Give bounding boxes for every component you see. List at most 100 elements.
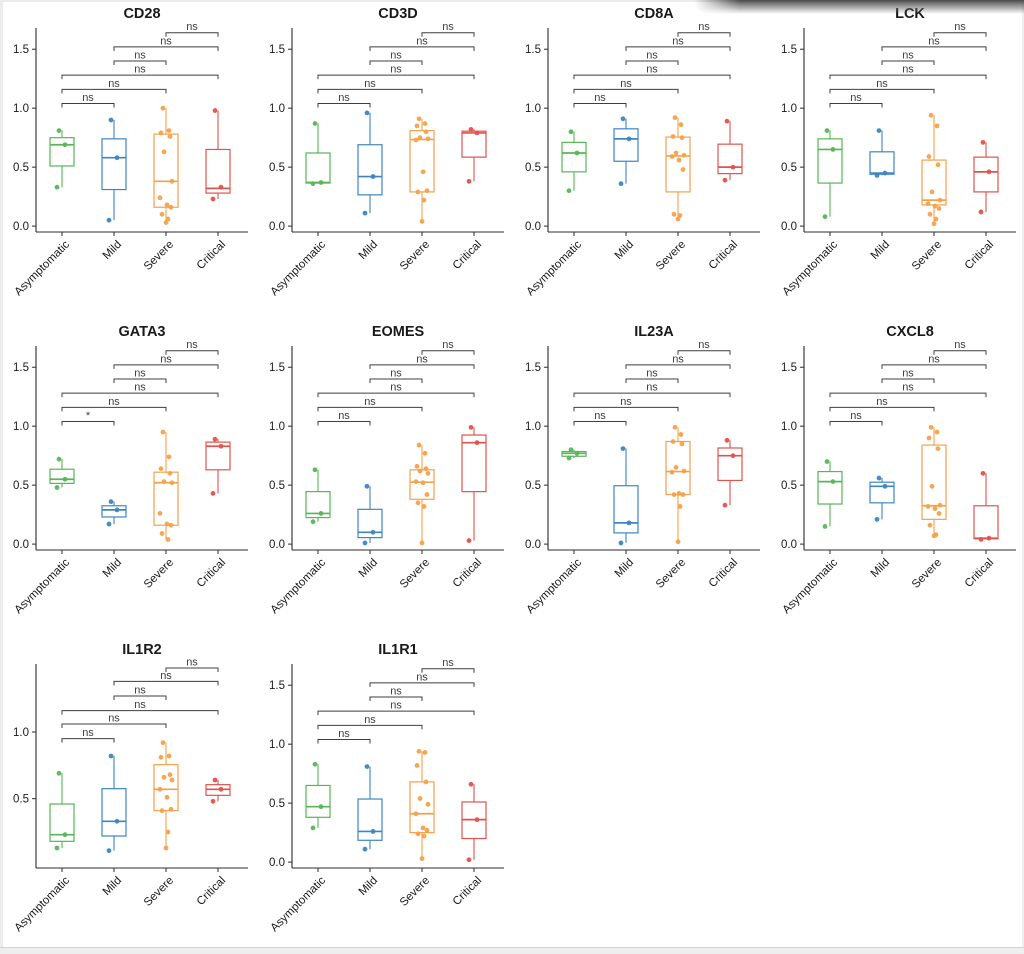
- x-group-label: Mild: [869, 239, 892, 262]
- data-point: [466, 538, 472, 543]
- y-tick-label: 1.0: [269, 103, 285, 115]
- data-point: [980, 139, 986, 145]
- data-point: [165, 216, 171, 222]
- y-tick-label: 0.0: [781, 539, 797, 551]
- significance-bracket: [829, 74, 987, 80]
- data-point: [474, 817, 480, 823]
- y-tick-label: 1.0: [269, 739, 285, 751]
- y-tick-label: 1.5: [269, 362, 285, 374]
- data-point: [416, 116, 422, 122]
- panel-title: CD28: [123, 6, 160, 22]
- data-point: [54, 485, 60, 490]
- data-point: [114, 155, 120, 161]
- data-point: [926, 154, 932, 159]
- significance-bracket: [113, 680, 219, 686]
- y-tick-label: 1.0: [781, 421, 797, 433]
- data-point: [413, 479, 419, 485]
- data-point: [168, 204, 174, 210]
- data-point: [935, 162, 941, 168]
- data-point: [210, 196, 216, 202]
- significance-bracket: [317, 392, 475, 398]
- data-point: [364, 110, 370, 116]
- data-point: [106, 848, 112, 854]
- significance-label: ns: [390, 64, 402, 76]
- data-point: [62, 142, 68, 148]
- data-point: [423, 466, 429, 472]
- data-point: [822, 524, 828, 529]
- significance-bracket: [573, 392, 731, 398]
- data-point: [56, 128, 62, 133]
- box-Severe: [153, 764, 179, 812]
- box-Mild: [357, 508, 383, 539]
- data-point: [421, 197, 427, 203]
- data-point: [164, 202, 170, 208]
- x-group-label: Severe: [910, 239, 944, 273]
- x-group-label: Critical: [195, 557, 228, 590]
- data-point: [672, 424, 678, 430]
- panel-chart-IL1R1: IL1R1 0.0 0.5 1.0 1.5 Asymptomatic Mild Severe C…: [269, 642, 504, 934]
- x-group-label: Asymptomatic: [13, 556, 73, 616]
- data-point: [166, 128, 172, 133]
- significance-bracket: [625, 378, 679, 384]
- box-Critical: [461, 434, 487, 493]
- significance-bracket: [61, 406, 167, 412]
- significance-label: ns: [954, 21, 966, 33]
- data-point: [158, 130, 164, 136]
- data-point: [670, 134, 676, 139]
- significance-label: ns: [902, 368, 914, 380]
- significance-label: ns: [442, 657, 454, 669]
- significance-bracket: [933, 350, 987, 355]
- data-point: [417, 468, 423, 474]
- data-point: [414, 123, 420, 129]
- data-point: [56, 770, 62, 776]
- significance-label: ns: [620, 396, 632, 408]
- right-edge-strip: [1022, 0, 1024, 954]
- data-point: [424, 492, 430, 497]
- data-point: [159, 808, 165, 814]
- significance-label: ns: [364, 396, 376, 408]
- data-point: [159, 211, 165, 217]
- panel-CXCL8: CXCL8 0.0 0.5 1.0 1.5 Asymptomatic Mild Severe C…: [768, 318, 1024, 636]
- data-point: [114, 818, 120, 824]
- data-point: [370, 529, 376, 535]
- significance-bracket: [317, 724, 423, 730]
- data-point: [822, 214, 828, 220]
- data-point: [933, 216, 939, 222]
- data-point: [212, 777, 218, 783]
- significance-bracket: [369, 46, 475, 51]
- data-point: [424, 827, 430, 833]
- data-point: [54, 184, 60, 190]
- significance-bracket: [421, 350, 475, 355]
- data-point: [925, 201, 931, 207]
- data-point: [474, 440, 480, 446]
- data-point: [416, 748, 422, 754]
- data-point: [874, 516, 880, 522]
- significance-label: ns: [850, 410, 862, 422]
- data-point: [158, 754, 164, 760]
- significance-bracket: [317, 74, 475, 80]
- significance-bracket: [317, 738, 371, 744]
- significance-bracket: [113, 364, 219, 369]
- significance-label: ns: [646, 368, 658, 380]
- data-point: [882, 170, 888, 176]
- y-tick-label: 0.5: [269, 480, 285, 492]
- data-point: [157, 195, 163, 201]
- significance-bracket: [881, 46, 987, 51]
- data-point: [164, 794, 170, 800]
- data-point: [108, 499, 114, 505]
- data-point: [362, 846, 368, 852]
- data-point: [422, 750, 428, 755]
- data-point: [681, 152, 687, 158]
- significance-bracket: [625, 46, 731, 51]
- x-group-label: Severe: [398, 875, 432, 909]
- significance-label: ns: [186, 339, 198, 351]
- significance-bracket: [113, 60, 167, 66]
- significance-label: ns: [620, 78, 632, 90]
- significance-bracket: [61, 88, 167, 94]
- significance-bracket: [61, 710, 219, 715]
- y-tick-label: 0.0: [269, 539, 285, 551]
- significance-bracket: [61, 723, 167, 728]
- panel-GATA3: GATA3 0.0 0.5 1.0 1.5 Asymptomatic Mild Severe C…: [0, 318, 256, 636]
- y-tick-label: 1.0: [525, 103, 541, 115]
